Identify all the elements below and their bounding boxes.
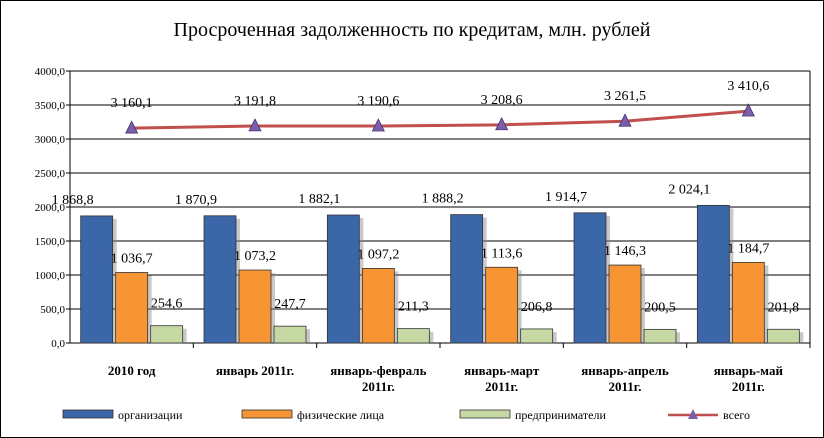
x-tick-label: 2011г.: [609, 379, 642, 394]
bar: [697, 205, 729, 343]
y-tick-label: 3500,0: [35, 100, 66, 112]
legend-swatch: [63, 410, 113, 418]
bar-data-label: 1 073,2: [234, 249, 276, 264]
x-tick-label: январь-май: [714, 363, 784, 378]
chart-title: Просроченная задолженность по кредитам, …: [174, 19, 651, 41]
bar: [609, 265, 641, 343]
bar: [327, 215, 359, 343]
bar: [362, 268, 394, 343]
y-tick-label: 1500,0: [35, 236, 66, 248]
bar: [397, 329, 429, 343]
x-tick-label: январь-март: [464, 363, 540, 378]
line-data-label: 3 410,6: [727, 79, 769, 94]
bar: [451, 215, 483, 343]
bar-data-label: 211,3: [398, 300, 429, 315]
bar: [486, 267, 518, 343]
y-tick-label: 2500,0: [35, 168, 66, 180]
x-tick-label: январь-февраль: [330, 363, 426, 378]
bar-data-label: 206,8: [521, 300, 553, 315]
bar-data-label: 200,5: [644, 300, 676, 315]
y-axis: 0,0500,01000,01500,02000,02500,03000,035…: [35, 66, 70, 350]
line-data-label: 3 160,1: [111, 96, 153, 111]
legend-label: организации: [118, 408, 183, 422]
x-tick-label: 2011г.: [362, 379, 395, 394]
bar-data-label: 1 113,6: [481, 246, 522, 261]
total-line: [132, 111, 749, 128]
bar-data-label: 1 870,9: [175, 193, 217, 208]
bar-data-label: 1 868,8: [52, 193, 94, 208]
y-tick-label: 1000,0: [35, 270, 66, 282]
y-tick-label: 0,0: [51, 338, 65, 350]
bar: [274, 326, 306, 343]
x-tick-label: 2011г.: [732, 379, 765, 394]
legend-swatch: [460, 410, 510, 418]
y-tick-label: 3000,0: [35, 134, 66, 146]
line-data-label: 3 261,5: [604, 89, 646, 104]
bar: [151, 326, 183, 343]
bar-data-label: 1 914,7: [545, 190, 587, 205]
bar-data-label: 1 097,2: [357, 247, 399, 262]
x-tick-label: январь 2011г.: [216, 363, 294, 378]
bar-data-label: 1 146,3: [604, 244, 646, 259]
x-tick-label: 2011г.: [485, 379, 518, 394]
bar-data-label: 247,7: [274, 297, 306, 312]
bar: [204, 216, 236, 343]
line-data-label: 3 191,8: [234, 94, 276, 109]
legend-swatch: [242, 410, 292, 418]
x-axis: 2010 год январь 2011г. январь-февраль2011г…: [108, 343, 810, 394]
line-data-label: 3 190,6: [357, 94, 399, 109]
bar-data-label: 1 184,7: [727, 241, 769, 256]
line-data-label: 3 208,6: [481, 93, 523, 108]
x-tick-label: январь-апрель: [581, 363, 669, 378]
bar-data-label: 1 036,7: [111, 252, 153, 267]
bar: [574, 213, 606, 343]
bar: [116, 273, 148, 343]
bar-data-label: 254,6: [151, 297, 183, 312]
bar-data-label: 201,8: [768, 300, 800, 315]
data-labels: 1 868,8 1 870,9 1 882,1 1 888,2 1 914,7 2 024…: [52, 79, 799, 315]
y-tick-label: 4000,0: [35, 66, 66, 78]
bar: [732, 262, 764, 343]
x-tick-label: 2010 год: [108, 363, 156, 378]
bar: [521, 329, 553, 343]
bar: [767, 329, 799, 343]
bar: [239, 270, 271, 343]
y-tick-label: 500,0: [40, 304, 65, 316]
bar: [644, 329, 676, 343]
line-series: [126, 104, 755, 133]
bar-series: [81, 205, 804, 343]
legend: организации физические лица предпринимател…: [63, 408, 750, 422]
legend-label: физические лица: [297, 408, 385, 422]
bar-data-label: 1 888,2: [422, 192, 464, 207]
bar-data-label: 1 882,1: [298, 192, 340, 207]
legend-label: всего: [723, 408, 750, 422]
bar: [81, 216, 113, 343]
legend-label: предприниматели: [515, 408, 606, 422]
bar-data-label: 2 024,1: [668, 182, 710, 197]
